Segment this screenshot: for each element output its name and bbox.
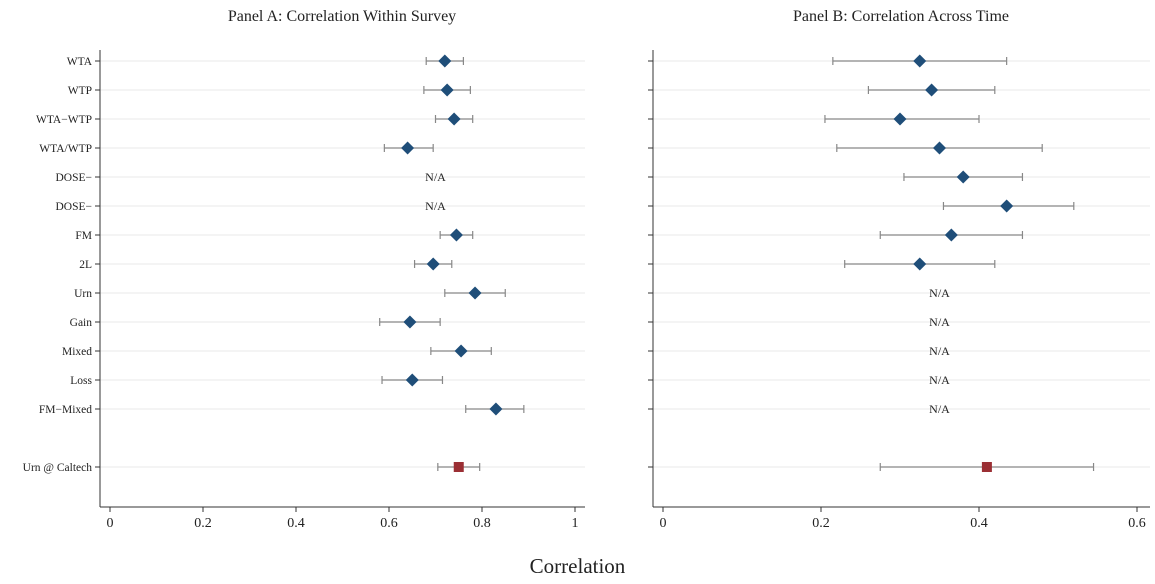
panelB-point-diamond — [893, 112, 907, 126]
panelA-point-square — [453, 462, 464, 472]
panelA-x-tick-label: 0.4 — [287, 516, 305, 531]
panelA-point-diamond — [426, 257, 440, 271]
panelB-na-label: N/A — [929, 344, 950, 358]
panelB-x-tick-label: 0 — [660, 516, 667, 531]
panelB-x-tick-label: 0.4 — [970, 516, 988, 531]
panelB-na-label: N/A — [929, 286, 950, 300]
panelA-y-tick-label: FM — [75, 230, 92, 242]
panelB-title: Panel B: Correlation Across Time — [793, 8, 1009, 25]
panelA-title: Panel A: Correlation Within Survey — [228, 8, 456, 25]
panelA-point-diamond — [403, 315, 417, 329]
panelB-point-square — [981, 462, 992, 472]
panelB-x-tick-label: 0.6 — [1128, 516, 1146, 531]
panelA-point-diamond — [454, 344, 468, 358]
panelA-y-tick-label: 2L — [79, 259, 92, 271]
panelA-x-tick-label: 0 — [107, 516, 114, 531]
panelB-point-diamond — [913, 54, 927, 68]
panelA-point-diamond — [405, 373, 419, 387]
panelA-y-tick-label: Urn — [74, 288, 92, 300]
panelA-point-diamond — [447, 112, 461, 126]
panelA-x-tick-label: 0.2 — [194, 516, 212, 531]
panelA-x-tick-label: 0.6 — [380, 516, 398, 531]
panelB-na-label: N/A — [929, 402, 950, 416]
panelB-na-label: N/A — [929, 315, 950, 329]
panelA-y-tick-label: DOSE− — [55, 172, 92, 184]
panelA-x-tick-label: 0.8 — [473, 516, 491, 531]
panelA-na-label: N/A — [425, 170, 446, 184]
panelB-point-diamond — [933, 141, 946, 155]
panelA-y-tick-label: WTA — [67, 56, 93, 68]
panelA-point-diamond — [401, 141, 415, 155]
panelA-point-diamond — [438, 54, 452, 68]
panelA-x-tick-label: 1 — [572, 516, 579, 531]
panelB-x-tick-label: 0.2 — [812, 516, 830, 531]
panelA-y-tick-label: DOSE− — [55, 201, 92, 213]
panelB-point-diamond — [956, 170, 970, 184]
panelA-point-diamond — [489, 402, 503, 416]
x-axis-label: Correlation — [529, 554, 626, 578]
panelA-point-diamond — [449, 228, 463, 242]
panelB-point-diamond — [925, 83, 939, 97]
panelA-point-diamond — [440, 83, 454, 97]
panelB-point-diamond — [913, 257, 927, 271]
panelB-point-diamond — [944, 228, 958, 242]
panelA-y-tick-label: Gain — [70, 317, 93, 329]
panelA-y-tick-label: WTA−WTP — [36, 114, 92, 126]
panelB-point-diamond — [1000, 199, 1014, 213]
panelA-y-tick-label: Urn @ Caltech — [23, 462, 93, 474]
panelA-y-tick-label: FM−Mixed — [39, 404, 92, 416]
panelA-na-label: N/A — [425, 199, 446, 213]
panelA-point-diamond — [468, 286, 482, 300]
panelA-y-tick-label: Mixed — [62, 346, 92, 358]
panelB-na-label: N/A — [929, 373, 950, 387]
panelA-y-tick-label: WTA/WTP — [39, 143, 92, 155]
panelA-y-tick-label: Loss — [70, 375, 92, 387]
panelA-y-tick-label: WTP — [68, 85, 92, 97]
